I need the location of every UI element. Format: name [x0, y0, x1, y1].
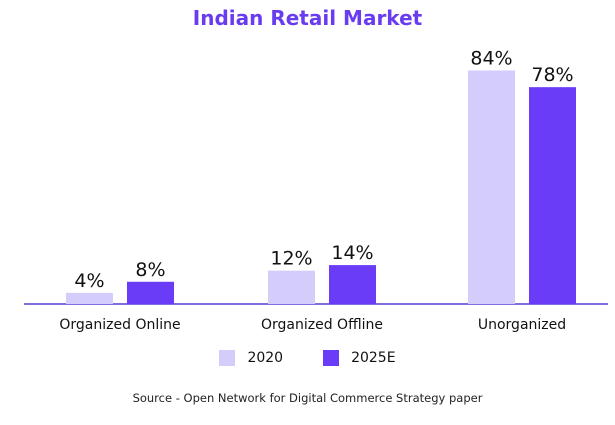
bar-organized-online-2025e: [127, 281, 174, 304]
source-note: Source - Open Network for Digital Commer…: [132, 391, 483, 405]
legend-item-2025e: 2025E: [323, 350, 396, 366]
category-label-organized-online: Organized Online: [59, 317, 180, 333]
bar-organized-online-2020: [66, 292, 113, 304]
legend-label-2020: 2020: [247, 350, 284, 366]
legend-swatch-2020: [219, 350, 236, 366]
data-label-organized-online-2020: 4%: [74, 270, 104, 292]
data-label-organized-online-2025e: 8%: [135, 259, 165, 281]
bar-organized-offline-2025e: [329, 265, 376, 304]
data-label-organized-offline-2025e: 14%: [331, 242, 373, 264]
data-label-unorganized-2020: 84%: [470, 47, 512, 69]
data-label-organized-offline-2020: 12%: [270, 248, 312, 270]
legend-swatch-2025e: [323, 350, 340, 366]
legend-item-2020: 2020: [219, 350, 283, 366]
bar-organized-offline-2020: [268, 270, 315, 304]
bar-chart: 4% 8% Organized Online 12% 14% Organized Offl…: [24, 47, 608, 333]
bar-unorganized-2025e: [529, 87, 576, 304]
legend-label-2025e: 2025E: [351, 350, 396, 366]
chart-title: Indian Retail Market: [192, 6, 423, 30]
data-label-unorganized-2025e: 78%: [531, 64, 573, 86]
category-label-unorganized: Unorganized: [478, 317, 566, 333]
chart-legend: 2020 2025E: [0, 350, 615, 366]
category-label-organized-offline: Organized Offline: [261, 317, 383, 333]
bar-unorganized-2020: [468, 70, 515, 304]
